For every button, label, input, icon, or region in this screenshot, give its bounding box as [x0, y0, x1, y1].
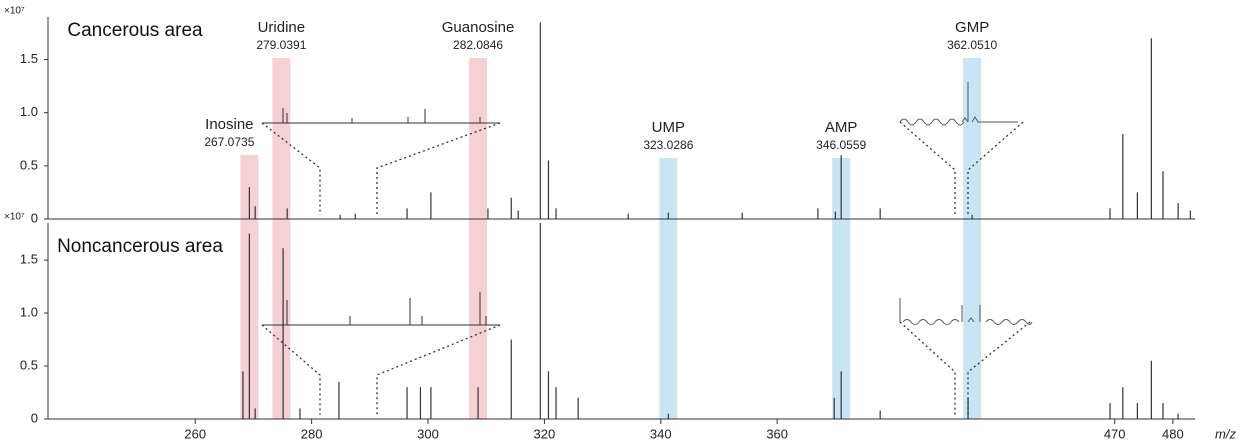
highlight-bands — [240, 58, 982, 419]
y-tick-label: 0 — [31, 210, 38, 225]
x-tick-label: 300 — [417, 426, 439, 441]
y-tick-label: 0 — [31, 410, 38, 425]
annotation-mass: 282.0846 — [453, 38, 503, 52]
y-tick-label: 0.5 — [20, 357, 38, 372]
inset-guide — [899, 321, 1031, 415]
annotation-mass: 267.0735 — [204, 135, 254, 149]
panel-title: Cancerous area — [67, 20, 203, 41]
annotation-mass: 323.0286 — [643, 138, 693, 152]
x-axis-label: m/z — [1215, 426, 1236, 441]
y-tick-label: 1.5 — [20, 252, 38, 267]
highlight-band — [659, 158, 678, 419]
annotation-name: Inosine — [205, 116, 253, 133]
x-tick-label: 360 — [766, 426, 788, 441]
annotation-mass: 346.0559 — [816, 138, 866, 152]
y-unit: ×10⁷ — [4, 212, 25, 223]
inset-peaks — [282, 108, 481, 123]
highlight-band — [832, 158, 851, 419]
inset-guide — [899, 121, 1024, 215]
y-unit: ×10⁷ — [4, 6, 25, 17]
x-tick-label: 470 — [1104, 426, 1126, 441]
inset-guide — [261, 122, 501, 215]
x-tick-label: 260 — [184, 426, 206, 441]
y-tick-label: 1.0 — [20, 104, 38, 119]
inset-peaks — [899, 298, 1033, 325]
highlight-band — [272, 58, 291, 419]
inset-traces — [261, 82, 1033, 415]
x-tick-label: 340 — [650, 426, 672, 441]
inset-peaks — [282, 248, 487, 325]
y-tick-label: 0.5 — [20, 157, 38, 172]
highlight-band — [469, 58, 488, 419]
annotation-name: UMP — [652, 119, 685, 136]
annotation-name: Uridine — [258, 19, 306, 36]
inset-peaks — [899, 82, 1018, 126]
x-tick-label: 480 — [1162, 426, 1184, 441]
annotation-name: Guanosine — [442, 19, 515, 36]
y-tick-label: 1.5 — [20, 51, 38, 66]
x-tick-label: 280 — [301, 426, 323, 441]
annotation-mass: 362.0510 — [947, 38, 997, 52]
y-tick-label: 1.0 — [20, 304, 38, 319]
panel-title: Noncancerous area — [57, 236, 223, 257]
annotation-name: AMP — [825, 119, 858, 136]
annotation-mass: 279.0391 — [256, 38, 306, 52]
inset-guide — [261, 324, 501, 415]
x-tick-label: 320 — [534, 426, 556, 441]
highlight-band — [963, 58, 982, 419]
annotation-name: GMP — [955, 19, 989, 36]
